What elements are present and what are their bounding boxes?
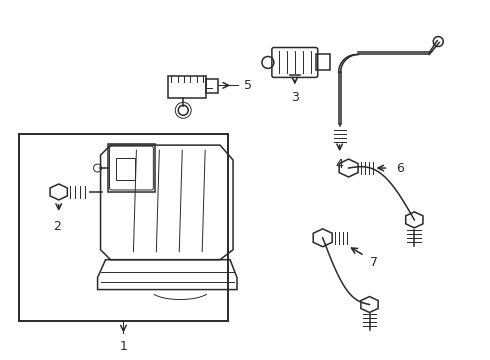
Bar [316,54,330,71]
Bar [19,134,228,321]
Text: 3: 3 [291,91,299,104]
Bar [107,144,155,192]
Text: 7: 7 [370,256,378,269]
Text: 1: 1 [120,340,127,353]
Bar [168,76,206,98]
Text: 2: 2 [53,220,61,233]
Bar [206,80,218,93]
Text: 6: 6 [396,162,404,175]
Text: 4: 4 [336,158,343,171]
Text: 5: 5 [244,79,252,92]
Bar [116,158,135,180]
